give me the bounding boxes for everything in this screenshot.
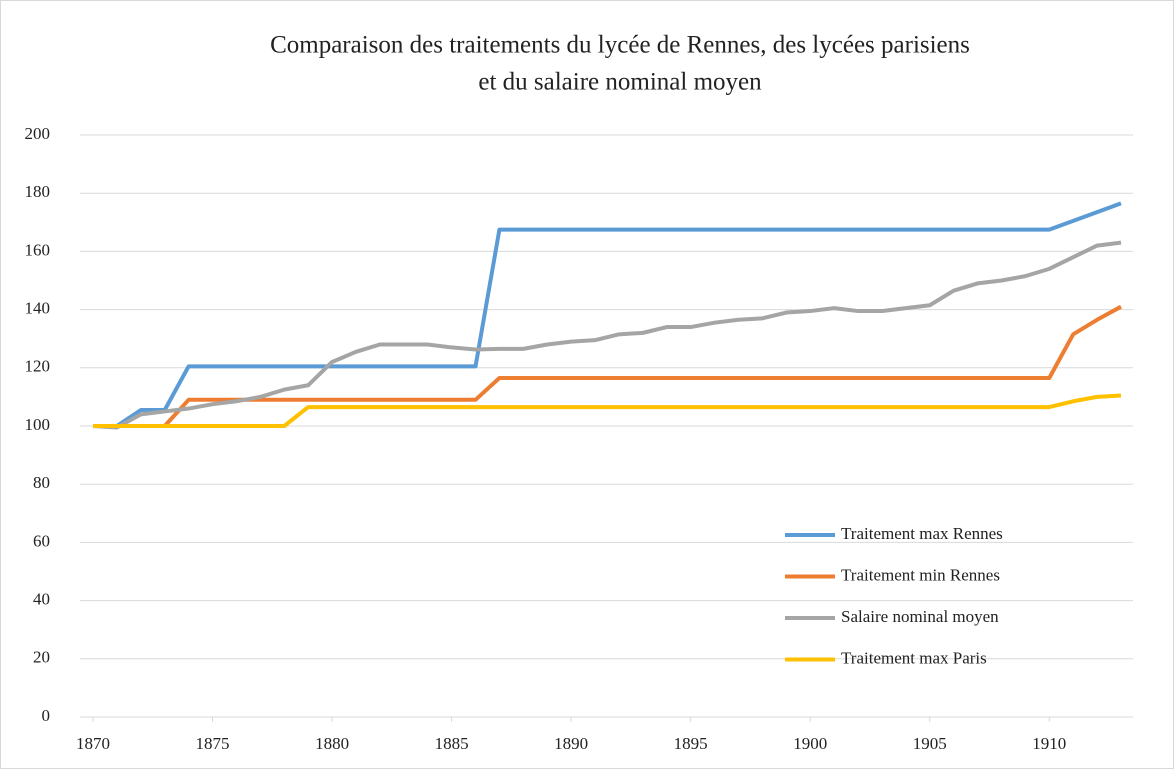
- y-tick-label: 140: [25, 299, 51, 318]
- x-tick-label: 1900: [793, 734, 827, 753]
- legend-label: Traitement max Paris: [841, 648, 987, 667]
- y-tick-label: 0: [42, 706, 51, 725]
- x-tick-label: 1910: [1032, 734, 1066, 753]
- x-tick-label: 1890: [554, 734, 588, 753]
- y-tick-label: 100: [25, 415, 51, 434]
- x-tick-label: 1875: [196, 734, 230, 753]
- x-tick-label: 1905: [913, 734, 947, 753]
- y-tick-label: 60: [33, 531, 50, 550]
- series-line: [93, 201, 1122, 428]
- y-tick-label: 180: [25, 182, 51, 201]
- legend-label: Salaire nominal moyen: [841, 607, 999, 626]
- legend-label: Traitement max Rennes: [841, 524, 1003, 543]
- y-tick-label: 160: [25, 240, 51, 259]
- y-tick-label: 120: [25, 357, 51, 376]
- y-tick-label: 40: [33, 590, 50, 609]
- chart-title: Comparaison des traitements du lycée de …: [270, 32, 970, 59]
- series-line: [92, 240, 1122, 430]
- y-tick-label: 80: [33, 473, 50, 492]
- x-tick-label: 1895: [674, 734, 708, 753]
- x-tick-label: 1885: [435, 734, 469, 753]
- x-tick-label: 1880: [315, 734, 349, 753]
- y-tick-label: 20: [33, 648, 50, 667]
- x-tick-label: 1870: [76, 734, 110, 753]
- y-tick-label: 200: [25, 124, 51, 143]
- series-line: [93, 304, 1122, 428]
- series-line: [93, 393, 1122, 428]
- chart-title: et du salaire nominal moyen: [478, 69, 762, 96]
- legend-label: Traitement min Rennes: [841, 565, 1000, 584]
